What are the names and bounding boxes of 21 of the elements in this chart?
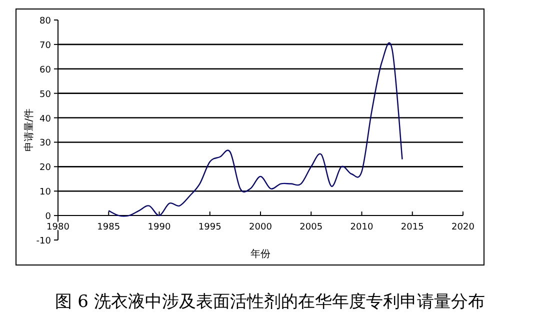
y-tick-label: 10 (40, 188, 52, 198)
y-tick-label: 40 (40, 114, 52, 124)
y-tick-label: 80 (40, 16, 52, 26)
y-tick-label: 60 (40, 65, 52, 76)
y-tick-label: 20 (40, 163, 52, 174)
y-tick-label: 30 (40, 138, 52, 149)
y-tick-label: 0 (45, 212, 52, 222)
x-tick-label: 1985 (97, 222, 120, 233)
x-tick-label: 1990 (148, 222, 171, 233)
x-tick-label: 2015 (400, 222, 424, 233)
y-tick-label: 50 (40, 90, 52, 100)
x-tick-label: 1995 (198, 222, 222, 233)
x-tick-label: 2020 (452, 222, 475, 233)
y-tick-label: -10 (36, 236, 52, 246)
x-tick-label: 2005 (300, 222, 323, 233)
x-tick-label: 2010 (350, 222, 374, 233)
y-tick-label: 70 (40, 40, 52, 51)
text: 图 6 洗衣液中涉及表面活性剂的在华年度专利申请量分布 (55, 292, 485, 312)
x-axis-title: 年份 (250, 248, 270, 260)
y-axis-title: 申请量/件 (23, 108, 35, 152)
x-tick-label: 2000 (249, 222, 272, 233)
